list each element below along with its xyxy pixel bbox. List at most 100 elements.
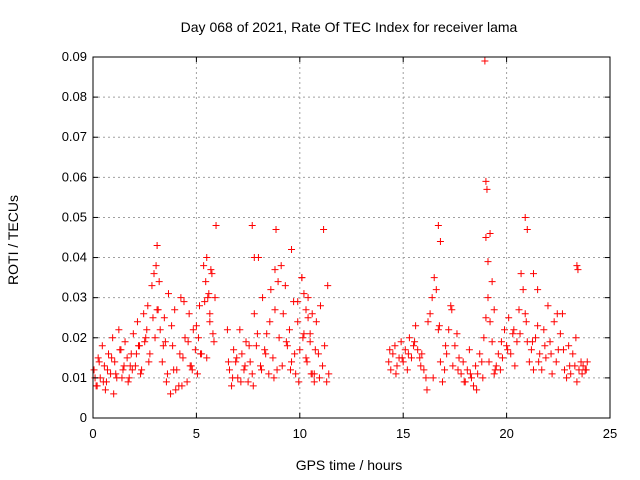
- data-point: [148, 282, 156, 290]
- data-point: [294, 318, 302, 326]
- data-point: [299, 334, 307, 342]
- data-point: [577, 358, 585, 366]
- data-point: [418, 350, 426, 358]
- data-point: [116, 346, 124, 354]
- data-point: [430, 274, 438, 282]
- data-point: [505, 314, 513, 322]
- data-point: [302, 354, 310, 362]
- y-tick-label: 0.01: [62, 370, 87, 385]
- data-point: [517, 270, 525, 278]
- y-tick-label: 0.02: [62, 330, 87, 345]
- data-point: [248, 370, 256, 378]
- data-point: [111, 358, 119, 366]
- data-point: [249, 382, 257, 390]
- tick-labels: 0 5 10 15 20 25 0 0.01 0.02 0.03 0.04 0.05 0.06 0.07 0…: [62, 49, 618, 441]
- data-point: [436, 358, 444, 366]
- data-point: [145, 358, 153, 366]
- data-point: [569, 350, 577, 358]
- data-point: [561, 366, 569, 374]
- data-point: [578, 370, 586, 378]
- data-point: [405, 334, 413, 342]
- data-point: [160, 314, 168, 322]
- data-point: [245, 342, 253, 350]
- data-point: [94, 354, 102, 362]
- data-point: [490, 306, 498, 314]
- data-point: [196, 302, 204, 310]
- data-point: [134, 342, 142, 350]
- data-point: [536, 350, 544, 358]
- data-point: [288, 246, 296, 254]
- data-point: [324, 282, 332, 290]
- data-point: [553, 310, 561, 318]
- data-point: [275, 334, 283, 342]
- chart-title: Day 068 of 2021, Rate Of TEC Index for r…: [181, 19, 518, 35]
- data-point: [133, 318, 141, 326]
- data-point: [201, 298, 209, 306]
- data-point: [488, 278, 496, 286]
- data-point: [191, 346, 199, 354]
- data-point: [168, 322, 176, 330]
- data-point: [119, 366, 127, 374]
- data-point: [323, 378, 331, 386]
- data-point: [146, 350, 154, 358]
- data-point: [273, 366, 281, 374]
- data-point: [412, 322, 420, 330]
- data-point: [474, 370, 482, 378]
- data-point: [163, 370, 171, 378]
- data-point: [257, 362, 265, 370]
- data-point: [513, 338, 521, 346]
- data-point: [486, 318, 494, 326]
- data-point: [193, 370, 201, 378]
- data-point: [423, 386, 431, 394]
- data-point: [422, 374, 430, 382]
- data-point: [203, 354, 211, 362]
- data-point: [565, 342, 573, 350]
- data-point: [484, 258, 492, 266]
- data-point: [95, 358, 103, 366]
- data-point: [298, 274, 306, 282]
- data-point: [240, 366, 248, 374]
- data-point: [181, 334, 189, 342]
- data-point: [490, 370, 498, 378]
- data-point: [436, 238, 444, 246]
- data-point: [510, 326, 518, 334]
- y-tick-label: 0.08: [62, 89, 87, 104]
- data-point: [171, 306, 179, 314]
- data-point: [272, 225, 280, 233]
- data-point: [535, 358, 543, 366]
- data-point: [238, 350, 246, 358]
- data-point: [229, 374, 237, 382]
- data-point: [319, 362, 327, 370]
- data-point: [315, 374, 323, 382]
- data-point: [482, 177, 490, 185]
- data-point: [482, 234, 490, 241]
- data-point: [453, 330, 461, 338]
- data-point: [483, 185, 491, 193]
- data-point: [158, 358, 166, 366]
- data-point: [203, 254, 211, 262]
- data-point: [281, 282, 289, 290]
- data-point: [232, 358, 240, 366]
- data-point: [204, 294, 212, 302]
- data-point: [391, 342, 399, 350]
- data-point: [236, 326, 244, 334]
- data-point: [126, 362, 134, 370]
- data-point: [262, 350, 270, 358]
- data-point: [497, 338, 505, 346]
- data-point: [304, 314, 312, 322]
- x-tick-label: 0: [89, 426, 96, 441]
- data-point: [567, 370, 575, 378]
- data-point: [140, 310, 148, 318]
- data-point: [118, 374, 126, 382]
- y-tick-label: 0.06: [62, 169, 87, 184]
- data-point: [180, 298, 188, 306]
- data-point: [179, 354, 187, 362]
- data-point: [532, 334, 540, 342]
- data-point: [142, 334, 150, 342]
- x-tick-label: 15: [396, 426, 410, 441]
- data-point: [420, 366, 428, 374]
- data-point: [445, 326, 453, 334]
- data-point: [386, 346, 394, 354]
- data-point: [186, 362, 194, 370]
- data-point: [516, 330, 524, 338]
